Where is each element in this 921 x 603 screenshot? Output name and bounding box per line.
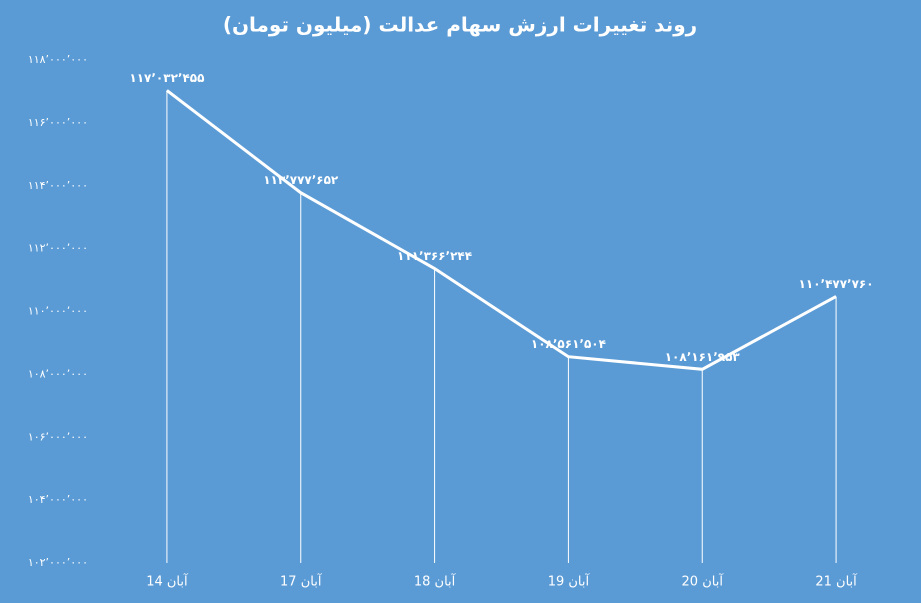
x-tick-label: 19 آبان bbox=[548, 573, 591, 590]
data-label: ۱۰۸٬۵۶۱٬۵۰۴ bbox=[531, 337, 606, 351]
x-tick-label: 17 آبان bbox=[280, 573, 323, 590]
x-tick-label: 20 آبان bbox=[682, 573, 725, 590]
y-tick-label: ۱۰۴٬۰۰۰٬۰۰۰ bbox=[28, 493, 88, 506]
data-label: ۱۱۰٬۴۷۷٬۷۶۰ bbox=[799, 277, 874, 291]
data-label: ۱۱۳٬۷۷۷٬۶۵۲ bbox=[263, 173, 339, 187]
x-tick-label: 14 آبان bbox=[146, 573, 189, 590]
data-label: ۱۱۷٬۰۳۲٬۴۵۵ bbox=[129, 71, 204, 85]
y-tick-label: ۱۱۴٬۰۰۰٬۰۰۰ bbox=[28, 179, 88, 192]
x-tick-label: 18 آبان bbox=[414, 573, 457, 590]
y-tick-label: ۱۱۰٬۰۰۰٬۰۰۰ bbox=[28, 305, 88, 318]
y-tick-label: ۱۱۶٬۰۰۰٬۰۰۰ bbox=[28, 116, 88, 129]
y-tick-label: ۱۱۲٬۰۰۰٬۰۰۰ bbox=[28, 242, 88, 255]
data-label: ۱۰۸٬۱۶۱٬۹۵۳ bbox=[665, 350, 741, 364]
y-tick-label: ۱۰۲٬۰۰۰٬۰۰۰ bbox=[28, 556, 88, 569]
y-tick-label: ۱۱۸٬۰۰۰٬۰۰۰ bbox=[28, 53, 88, 66]
y-tick-label: ۱۰۸٬۰۰۰٬۰۰۰ bbox=[28, 367, 88, 380]
x-tick-label: 21 آبان bbox=[815, 573, 858, 590]
chart-title: روند تغییرات ارزش سهام عدالت (میلیون توم… bbox=[223, 13, 697, 37]
y-tick-label: ۱۰۶٬۰۰۰٬۰۰۰ bbox=[28, 430, 88, 443]
data-label: ۱۱۱٬۳۶۶٬۲۴۴ bbox=[397, 249, 472, 263]
series-line bbox=[166, 89, 837, 371]
